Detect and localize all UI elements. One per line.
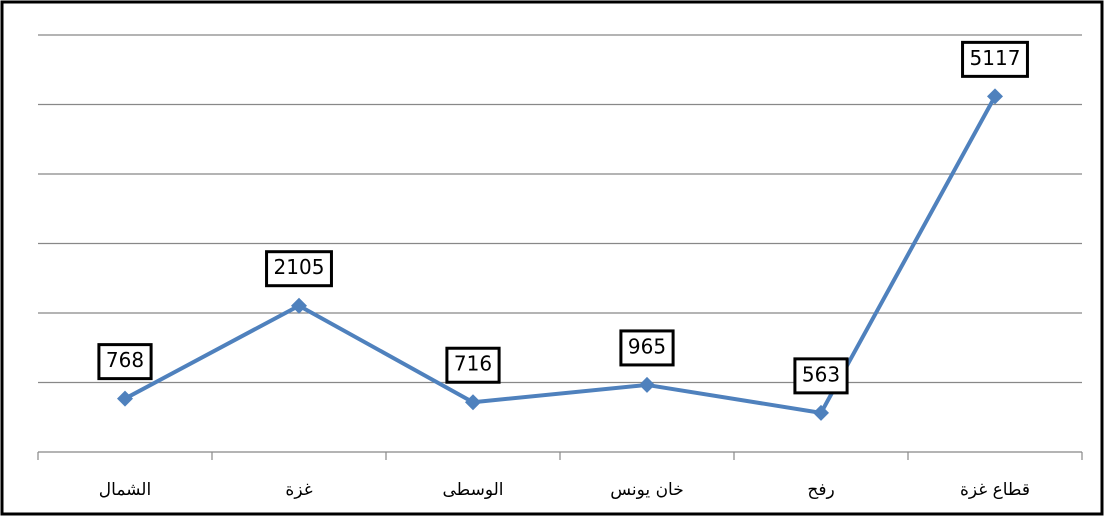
x-tick-label: الشمال: [99, 480, 151, 500]
x-tick-label: غزة: [285, 480, 312, 500]
data-label: 716: [454, 352, 492, 376]
data-label: 768: [106, 348, 144, 372]
x-tick-label: قطاع غزة: [960, 480, 1030, 500]
x-tick-label: رفح: [807, 480, 834, 500]
data-label-box: [619, 329, 675, 367]
data-label: 5117: [970, 46, 1021, 70]
data-label-box: [793, 357, 849, 395]
marker: [465, 394, 481, 411]
marker: [639, 376, 655, 393]
data-label-box: [445, 346, 501, 384]
data-label: 2105: [274, 255, 325, 279]
data-label-box: [265, 250, 333, 288]
data-label: 563: [802, 362, 840, 386]
data-label-box: [97, 343, 153, 381]
marker: [117, 390, 133, 407]
marker: [987, 88, 1003, 105]
data-label-box: [961, 40, 1029, 78]
x-tick-label: خان يونس: [610, 480, 684, 500]
marker: [291, 297, 307, 314]
data-label: 965: [628, 334, 666, 358]
line: [124, 95, 997, 415]
marker: [813, 404, 829, 421]
x-tick-label: الوسطى: [442, 480, 503, 500]
